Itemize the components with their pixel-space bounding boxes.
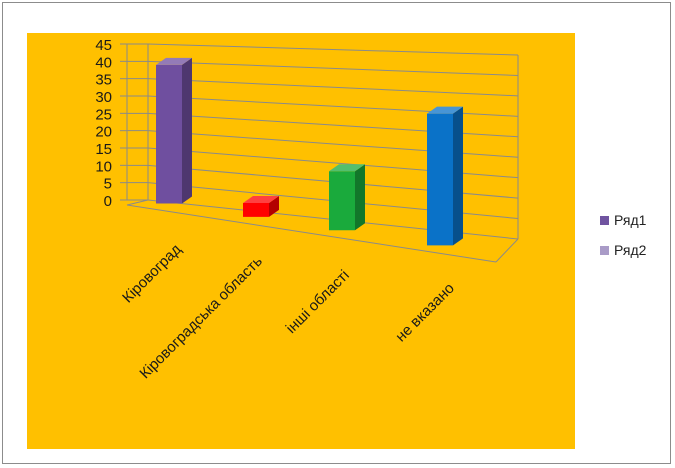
- floor-side-edge: [495, 238, 519, 263]
- floor-front-edge: [126, 204, 497, 263]
- legend-item-series1: Ряд1: [600, 210, 670, 230]
- legend-label-series1: Ряд1: [614, 212, 647, 228]
- y-tick-label: 45: [95, 37, 112, 54]
- y-tick-label: 35: [95, 72, 112, 89]
- bar-front: [156, 64, 182, 204]
- gridline: [147, 43, 519, 56]
- gridline: [147, 78, 519, 97]
- bar-front: [427, 113, 453, 246]
- y-tick-label: 15: [95, 141, 112, 158]
- y-tick-label: 40: [95, 54, 112, 71]
- plot-area: [27, 33, 575, 449]
- legend-item-series2: Ряд2: [600, 240, 670, 260]
- bar-side: [355, 164, 365, 231]
- legend-label-series2: Ряд2: [614, 242, 647, 258]
- y-tick-label: 0: [104, 193, 112, 210]
- bars: [156, 57, 463, 246]
- x-category-label: не вказано: [392, 280, 458, 346]
- legend-swatch-series1: [600, 215, 609, 225]
- bar-top: [243, 196, 279, 204]
- y-tick-label: 25: [95, 106, 112, 123]
- bar-top: [156, 57, 192, 65]
- legend-swatch-series2: [600, 245, 609, 255]
- bar-side: [453, 106, 463, 246]
- x-category-label: інші області: [283, 267, 353, 337]
- legend: Ряд1 Ряд2: [600, 210, 670, 270]
- bar-side: [269, 196, 279, 217]
- x-category-label: Кіровоград: [119, 241, 185, 307]
- y-tick-label: 5: [104, 176, 112, 193]
- gridline: [147, 60, 519, 76]
- floor-left-edge: [126, 199, 149, 206]
- bar-front: [329, 171, 355, 231]
- y-tick-label: 10: [95, 158, 112, 175]
- bar-front: [243, 203, 269, 217]
- bar-top: [427, 106, 463, 114]
- bar-top: [329, 164, 365, 172]
- bar-side: [182, 57, 192, 204]
- y-tick-label: 30: [95, 89, 112, 106]
- y-tick-label: 20: [95, 124, 112, 141]
